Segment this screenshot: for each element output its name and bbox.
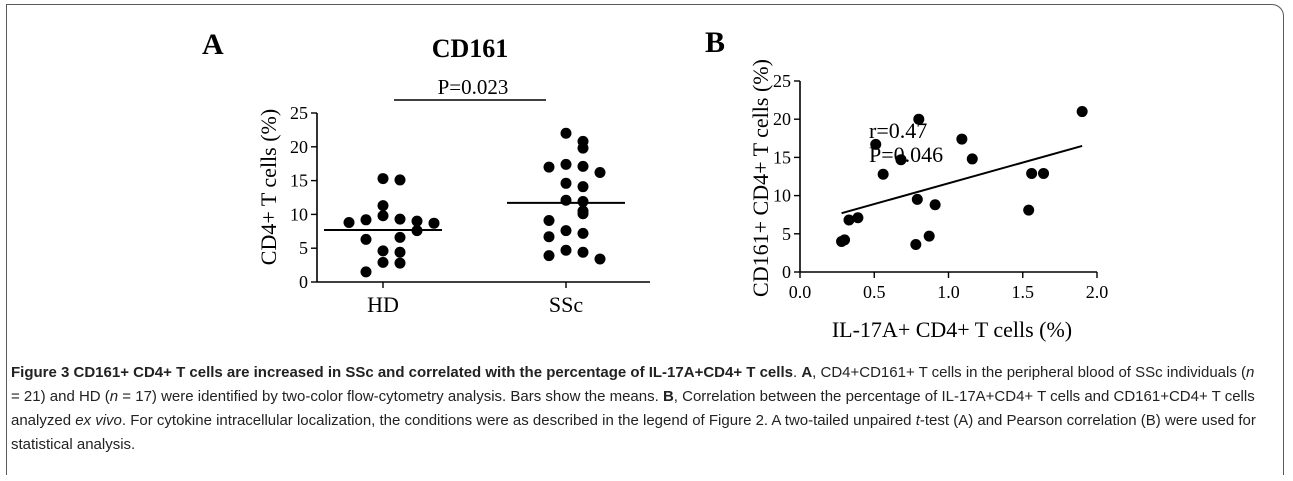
- data-point: [966, 153, 978, 165]
- data-point: [377, 245, 389, 257]
- caption-n-symbol: n: [109, 388, 119, 405]
- panel-b-label: B: [705, 26, 725, 59]
- caption-text: = 21) and HD (: [11, 388, 110, 405]
- data-point: [1038, 167, 1050, 179]
- figure-charts: A CD161 CD4+ T cells (%) P=0.023 0 5 10 15 2…: [202, 26, 1108, 342]
- data-point: [852, 212, 864, 224]
- data-point: [360, 266, 372, 278]
- data-point: [560, 194, 572, 206]
- data-point: [877, 168, 889, 180]
- data-point: [377, 200, 389, 212]
- caption-title: Figure 3 CD161+ CD4+ T cells are increas…: [11, 364, 793, 381]
- data-point: [1076, 106, 1088, 118]
- data-point: [956, 133, 968, 145]
- y-tick-label: 15: [290, 171, 308, 191]
- y-tick-label: 15: [773, 147, 791, 167]
- panel-a-plot: 0 5 10 15 20 25 HD SSc: [290, 103, 650, 317]
- y-tick-label: 0: [782, 262, 791, 282]
- data-point: [594, 253, 606, 265]
- data-point: [929, 199, 941, 211]
- panel-b-plot: 0 5 10 15 20 25 0.0 0.5 1.0 1.5 2.0: [773, 71, 1108, 302]
- x-tick-label: 0.5: [863, 282, 886, 302]
- data-point: [360, 214, 372, 226]
- caption-ex-vivo: ex vivo: [75, 412, 122, 429]
- data-point: [577, 142, 589, 154]
- panel-a-title: CD161: [432, 34, 509, 63]
- data-point: [577, 160, 589, 172]
- data-point: [360, 233, 372, 245]
- y-tick-label: 25: [290, 103, 308, 123]
- data-point: [394, 213, 406, 225]
- panel-b-x-axis-label: IL-17A+ CD4+ T cells (%): [832, 317, 1072, 342]
- data-point: [560, 158, 572, 170]
- y-tick-label: 5: [299, 238, 308, 258]
- data-point: [377, 210, 389, 222]
- panel-a-significance-label: P=0.023: [438, 75, 509, 99]
- data-point: [577, 196, 589, 208]
- caption-ref-b: B: [662, 388, 674, 405]
- panel-a-label: A: [202, 28, 224, 61]
- data-point: [394, 174, 406, 186]
- caption-text: . For cytokine intracellular localizatio…: [121, 412, 916, 429]
- caption-ref-a: A: [801, 364, 813, 381]
- panel-b-y-axis-label: CD161+ CD4+ T cells (%): [748, 59, 773, 297]
- y-tick-label: 25: [773, 71, 791, 91]
- data-point: [594, 166, 606, 178]
- data-point: [895, 154, 907, 166]
- figure-frame: [6, 4, 1284, 475]
- data-point: [428, 217, 440, 229]
- data-point: [577, 181, 589, 193]
- data-point: [543, 231, 555, 243]
- data-point: [1026, 167, 1038, 179]
- y-tick-label: 20: [290, 137, 308, 157]
- data-point: [560, 244, 572, 256]
- y-tick-label: 10: [290, 204, 308, 224]
- data-point: [394, 246, 406, 258]
- data-point: [870, 138, 882, 150]
- caption-text: , Correlation between the percentage of …: [11, 388, 1255, 429]
- figure-caption: Figure 3 CD161+ CD4+ T cells are increas…: [11, 364, 1256, 453]
- data-point: [560, 177, 572, 189]
- data-point: [560, 127, 572, 139]
- y-tick-label: 5: [782, 224, 791, 244]
- panel-b-p-annotation: P=0.046: [869, 142, 943, 167]
- caption-t-symbol: t: [915, 412, 920, 429]
- data-point: [377, 256, 389, 268]
- panel-a-y-axis-label: CD4+ T cells (%): [256, 109, 281, 265]
- data-point: [394, 257, 406, 269]
- x-tick-label: SSc: [549, 292, 583, 317]
- data-point: [560, 225, 572, 237]
- caption-text: , CD4+CD161+ T cells in the peripheral b…: [812, 364, 1247, 381]
- regression-line: [841, 144, 1083, 215]
- data-point: [543, 214, 555, 226]
- x-tick-label: 1.0: [937, 282, 960, 302]
- data-point: [923, 230, 935, 242]
- y-tick-label: 20: [773, 109, 791, 129]
- data-point: [913, 113, 925, 125]
- y-tick-label: 10: [773, 186, 791, 206]
- data-point: [543, 250, 555, 262]
- x-tick-label: 2.0: [1086, 282, 1109, 302]
- caption-text: = 17) were identified by two-color flow-…: [118, 388, 663, 405]
- data-point: [343, 217, 355, 229]
- x-tick-label: 1.5: [1012, 282, 1035, 302]
- data-point: [577, 208, 589, 220]
- y-tick-label: 0: [299, 272, 308, 292]
- data-point: [577, 246, 589, 258]
- data-point: [577, 227, 589, 239]
- caption-n-symbol: n: [1246, 364, 1255, 381]
- x-tick-label: 0.0: [789, 282, 812, 302]
- data-point: [543, 161, 555, 173]
- caption-text: -test (A) and Pearson correlation (B) we…: [11, 412, 1256, 453]
- data-point: [910, 238, 922, 250]
- data-point: [1023, 204, 1035, 216]
- x-tick-label: HD: [367, 292, 399, 317]
- data-point: [377, 173, 389, 185]
- data-point: [394, 231, 406, 243]
- data-point: [911, 193, 923, 205]
- data-point: [411, 215, 423, 227]
- data-point: [843, 214, 855, 226]
- data-point: [839, 234, 851, 246]
